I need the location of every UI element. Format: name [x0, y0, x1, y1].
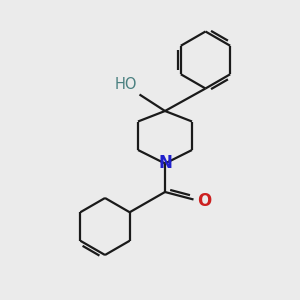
Text: N: N: [158, 154, 172, 172]
Text: HO: HO: [115, 77, 137, 92]
Text: O: O: [197, 192, 212, 210]
